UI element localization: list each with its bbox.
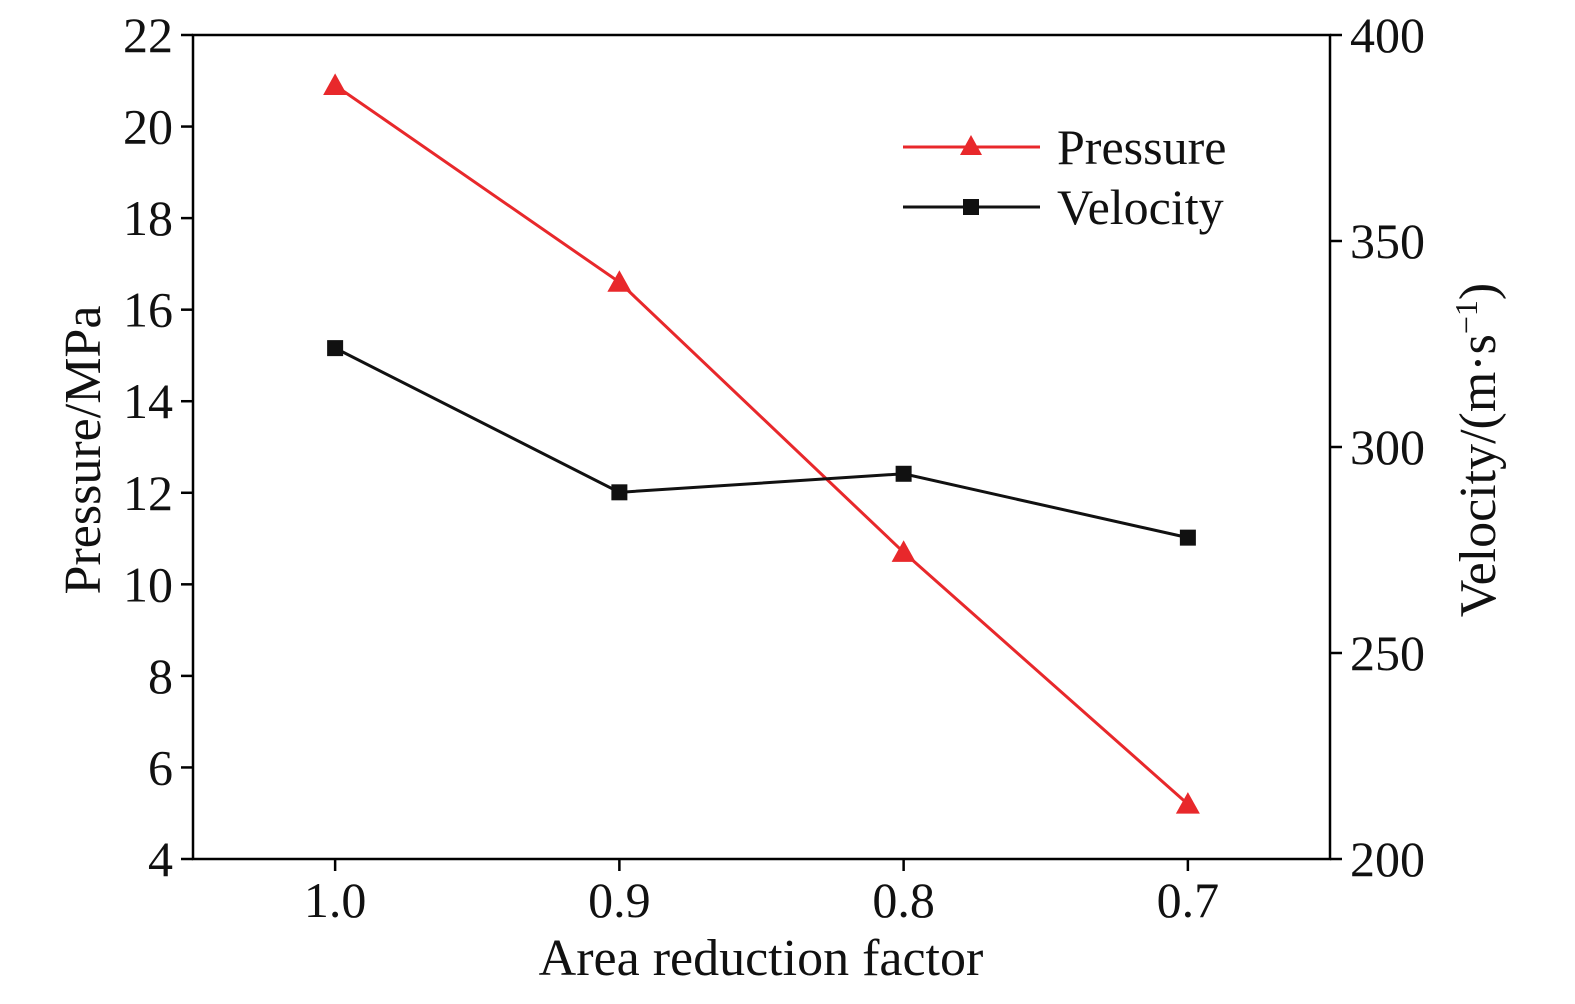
right-y-tick-label: 350 xyxy=(1350,213,1425,269)
pressure-point xyxy=(607,270,632,292)
left-y-tick-label: 8 xyxy=(148,648,173,704)
left-y-tick-label: 20 xyxy=(123,99,173,155)
left-y-tick-label: 4 xyxy=(148,831,173,887)
legend-velocity-label: Velocity xyxy=(1057,179,1224,235)
x-tick-label: 0.8 xyxy=(872,872,935,928)
legend-pressure-label: Pressure xyxy=(1057,119,1226,175)
left-y-tick-label: 22 xyxy=(123,7,173,63)
legend: Pressure Velocity xyxy=(903,119,1226,235)
x-tick-label: 1.0 xyxy=(304,872,367,928)
left-y-tick-label: 16 xyxy=(123,282,173,338)
right-y-axis-title: Velocity/(m·s−1) xyxy=(1448,283,1507,617)
velocity-point xyxy=(895,465,912,482)
right-y-tick-label: 300 xyxy=(1350,419,1425,475)
velocity-point xyxy=(1179,529,1196,546)
x-axis-title: Area reduction factor xyxy=(539,930,984,987)
velocity-point xyxy=(611,484,628,501)
left-y-tick-label: 14 xyxy=(123,373,173,429)
series-layer xyxy=(323,73,1200,814)
legend-velocity-marker xyxy=(963,199,979,215)
legend-pressure-marker xyxy=(960,135,982,155)
pressure-point xyxy=(891,540,916,562)
velocity-point xyxy=(327,340,344,357)
left-y-axis: 4 6 8 10 12 14 16 18 20 22 xyxy=(123,7,193,887)
right-y-axis: 200 250 300 350 400 xyxy=(1330,7,1425,887)
right-y-axis-title-sup: −1 xyxy=(1448,300,1484,334)
x-tick-label: 0.7 xyxy=(1157,872,1220,928)
x-tick-label: 0.9 xyxy=(588,872,651,928)
x-axis: 1.0 0.9 0.8 0.7 xyxy=(304,859,1219,928)
left-y-axis-title: Pressure/MPa xyxy=(55,306,112,595)
left-y-tick-label: 18 xyxy=(123,190,173,246)
left-y-tick-label: 12 xyxy=(123,465,173,521)
right-y-tick-label: 200 xyxy=(1350,831,1425,887)
left-y-tick-label: 10 xyxy=(123,556,173,612)
right-y-axis-title-main: Velocity/(m·s xyxy=(1450,334,1507,617)
pressure-line xyxy=(334,84,1189,806)
right-y-tick-label: 400 xyxy=(1350,7,1425,63)
right-y-tick-label: 250 xyxy=(1350,625,1425,681)
velocity-line xyxy=(334,346,1189,540)
left-y-tick-label: 6 xyxy=(148,739,173,795)
pressure-point xyxy=(323,73,348,95)
pressure-point xyxy=(1175,792,1200,814)
right-y-axis-title-end: ) xyxy=(1450,283,1507,300)
